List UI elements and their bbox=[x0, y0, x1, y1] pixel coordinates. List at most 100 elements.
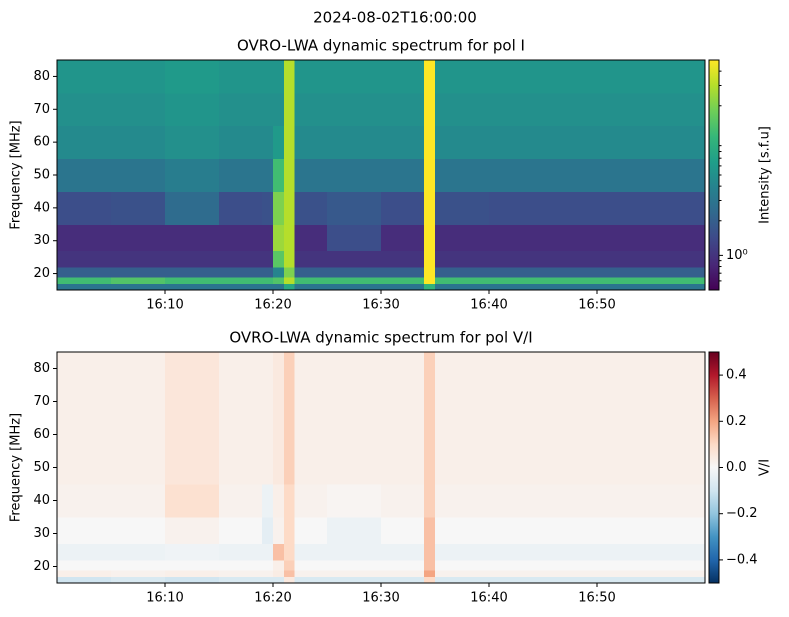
heatmap-cell bbox=[273, 267, 285, 278]
heatmap-cell bbox=[424, 517, 436, 544]
heatmap-cell bbox=[283, 158, 296, 192]
heatmap-cell bbox=[489, 543, 544, 561]
y-tick-label: 20 bbox=[33, 266, 50, 281]
heatmap-cell bbox=[165, 267, 220, 278]
heatmap-cell bbox=[489, 559, 544, 571]
heatmap-cell bbox=[283, 569, 296, 577]
heatmap-cell bbox=[165, 250, 220, 268]
heatmap-cell bbox=[262, 418, 274, 452]
heatmap-cell bbox=[543, 191, 598, 225]
heatmap-cell bbox=[543, 517, 598, 544]
y-tick-label: 40 bbox=[33, 200, 50, 215]
heatmap-cell bbox=[219, 60, 263, 94]
x-tick-label: 16:20 bbox=[254, 591, 291, 606]
colorbar-tick-label: −0.2 bbox=[726, 506, 758, 521]
heatmap-cell bbox=[57, 283, 112, 291]
heatmap-cell bbox=[381, 92, 425, 127]
heatmap-cell bbox=[424, 451, 436, 485]
y-tick-label: 30 bbox=[33, 233, 50, 248]
heatmap-cell bbox=[283, 543, 296, 561]
heatmap-cell bbox=[597, 60, 652, 94]
heatmap-cell bbox=[283, 517, 296, 544]
colorbar bbox=[708, 351, 720, 584]
heatmap-cell bbox=[597, 224, 652, 252]
heatmap-cell bbox=[543, 418, 598, 452]
heatmap-cell bbox=[597, 92, 652, 127]
heatmap-cell bbox=[57, 543, 112, 561]
heatmap-cell bbox=[543, 60, 598, 94]
heatmap-cell bbox=[111, 191, 166, 225]
heatmap-cell bbox=[445, 224, 490, 252]
heatmap-cell bbox=[262, 352, 274, 386]
heatmap-cell bbox=[424, 60, 436, 94]
heatmap-cell bbox=[273, 283, 285, 291]
heatmap-cell bbox=[445, 352, 490, 386]
heatmap-cell bbox=[57, 158, 112, 192]
heatmap-cell bbox=[294, 60, 328, 94]
heatmap-cell bbox=[327, 484, 382, 518]
heatmap-cell bbox=[435, 250, 447, 268]
heatmap-cell bbox=[381, 125, 425, 160]
heatmap-cell bbox=[327, 158, 382, 192]
x-tick-label: 16:30 bbox=[362, 591, 399, 606]
heatmap-cell bbox=[57, 267, 112, 278]
heatmap-cell bbox=[294, 517, 328, 544]
heatmap-cell bbox=[111, 385, 166, 419]
heatmap-cell bbox=[597, 451, 652, 485]
heatmap-cell bbox=[445, 559, 490, 571]
heatmap-cell bbox=[445, 543, 490, 561]
y-tick-label: 50 bbox=[33, 168, 50, 183]
heatmap-cell bbox=[381, 576, 425, 584]
heatmap-cell bbox=[489, 451, 544, 485]
heatmap-cell bbox=[283, 559, 296, 571]
y-tick-label: 40 bbox=[33, 493, 50, 508]
heatmap-cell bbox=[424, 484, 436, 518]
heatmap-cell bbox=[57, 451, 112, 485]
heatmap-cell bbox=[445, 276, 490, 284]
heatmap-cell bbox=[273, 92, 285, 127]
heatmap-cell bbox=[165, 224, 220, 252]
heatmap-cell bbox=[262, 576, 274, 584]
x-tick-label: 16:20 bbox=[254, 298, 291, 313]
heatmap-cell bbox=[381, 276, 425, 284]
heatmap-cell bbox=[381, 543, 425, 561]
heatmap-cell bbox=[57, 385, 112, 419]
heatmap-cell bbox=[543, 451, 598, 485]
x-tick-label: 16:10 bbox=[146, 591, 183, 606]
heatmap-cell bbox=[597, 158, 652, 192]
heatmap-cell bbox=[543, 125, 598, 160]
heatmap-cell bbox=[219, 250, 263, 268]
heatmap-cell bbox=[262, 276, 274, 284]
heatmap-cell bbox=[381, 191, 425, 225]
heatmap-cell bbox=[543, 576, 598, 584]
heatmap-cell bbox=[57, 60, 112, 94]
heatmap-cell bbox=[327, 352, 382, 386]
heatmap-cell bbox=[435, 517, 447, 544]
heatmap-cell bbox=[327, 250, 382, 268]
heatmap-cell bbox=[294, 283, 328, 291]
heatmap-cell bbox=[445, 158, 490, 192]
heatmap-cell bbox=[381, 451, 425, 485]
x-tick-label: 16:10 bbox=[146, 298, 183, 313]
heatmap-cell bbox=[327, 60, 382, 94]
heatmap-cell bbox=[424, 250, 436, 268]
y-axis-label: Frequency [MHz] bbox=[9, 413, 24, 522]
heatmap-cell bbox=[543, 250, 598, 268]
heatmap-cell bbox=[294, 224, 328, 252]
heatmap-cell bbox=[651, 569, 706, 577]
heatmap-cell bbox=[219, 191, 263, 225]
heatmap-cell bbox=[294, 569, 328, 577]
heatmap-cell bbox=[327, 576, 382, 584]
heatmap-cell bbox=[219, 451, 263, 485]
heatmap-cell bbox=[445, 418, 490, 452]
heatmap-cell bbox=[597, 569, 652, 577]
heatmap-cell bbox=[283, 283, 296, 291]
heatmap-cell bbox=[165, 352, 220, 386]
heatmap-cell bbox=[424, 385, 436, 419]
heatmap-cell bbox=[597, 125, 652, 160]
heatmap-cell bbox=[283, 385, 296, 419]
heatmap-cell bbox=[381, 60, 425, 94]
heatmap-cell bbox=[327, 267, 382, 278]
heatmap-cell bbox=[57, 418, 112, 452]
heatmap-cell bbox=[435, 276, 447, 284]
